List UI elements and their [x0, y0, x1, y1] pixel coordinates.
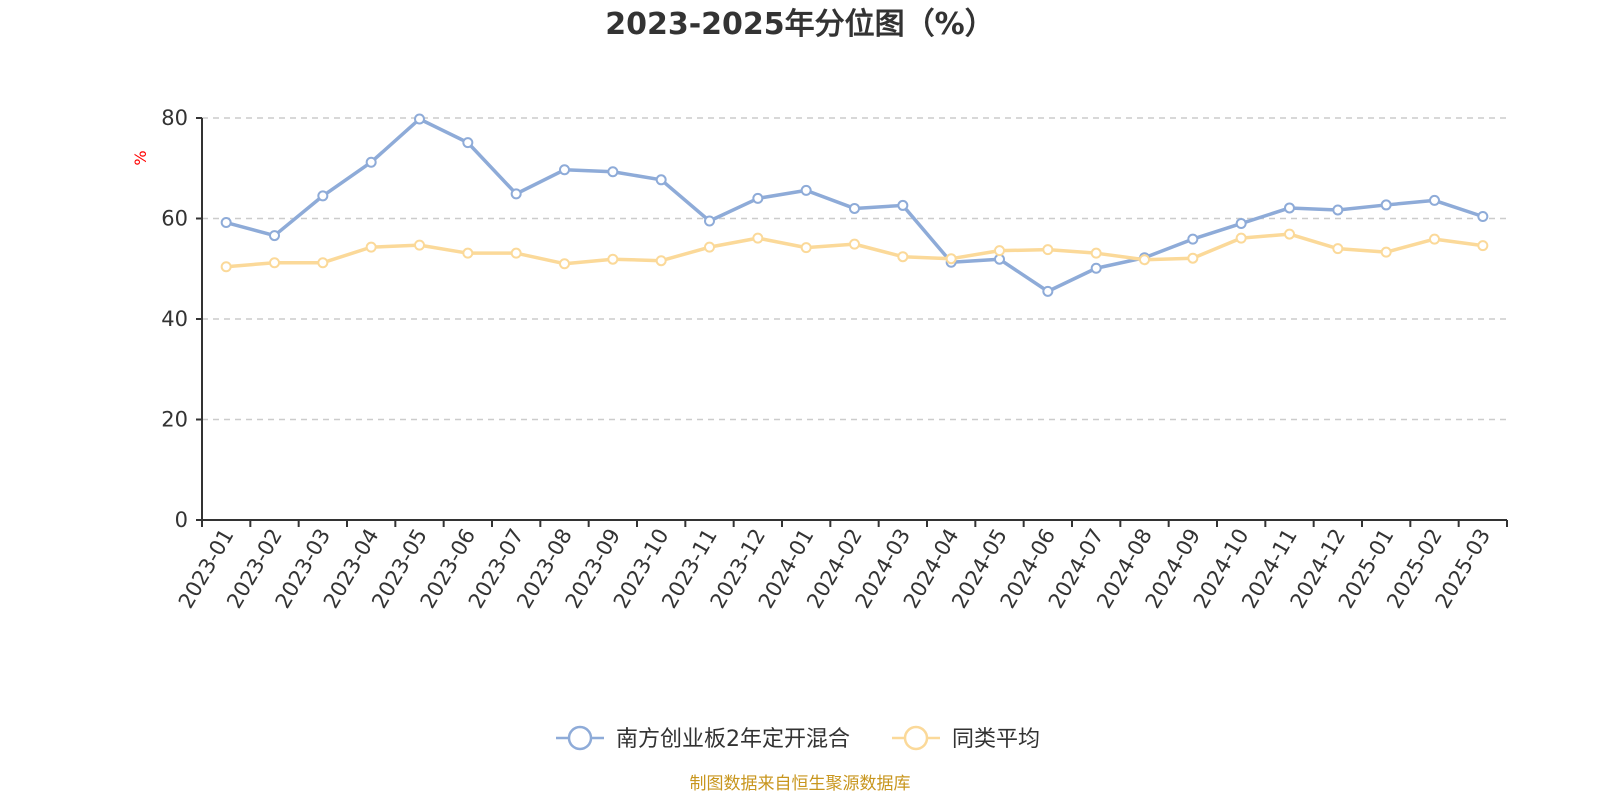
data-point[interactable] [1187, 233, 1199, 245]
data-point[interactable] [1380, 246, 1392, 258]
data-point[interactable] [897, 251, 909, 263]
y-axis-label: % [131, 150, 150, 165]
y-tick-label: 60 [161, 207, 188, 231]
y-tick-label: 0 [175, 508, 188, 532]
data-point[interactable] [607, 166, 619, 178]
data-point[interactable] [317, 190, 329, 202]
data-point[interactable] [559, 258, 570, 270]
data-point[interactable] [1042, 244, 1054, 256]
data-point[interactable] [752, 232, 764, 244]
data-point[interactable] [1429, 194, 1440, 206]
data-point[interactable] [1187, 252, 1199, 264]
series-1 [220, 228, 1489, 273]
data-point[interactable] [1139, 254, 1150, 266]
data-point[interactable] [269, 230, 280, 242]
y-axis-ticks: 0 20 40 60 80 [161, 106, 202, 532]
data-point[interactable] [510, 188, 522, 200]
data-point[interactable] [1332, 243, 1344, 255]
y-tick-label: 20 [161, 408, 188, 432]
data-point[interactable] [945, 253, 957, 265]
data-point[interactable] [317, 257, 329, 269]
data-point[interactable] [462, 137, 474, 149]
legend-marker-icon [567, 725, 593, 751]
data-point[interactable] [994, 245, 1005, 257]
legend[interactable]: 南方创业板2年定开混合 同类平均 [556, 725, 1040, 752]
data-point[interactable] [414, 113, 425, 125]
data-point[interactable] [704, 241, 715, 253]
chart-title: 2023-2025年分位图（%） [605, 7, 995, 42]
data-point[interactable] [752, 192, 764, 204]
data-point[interactable] [1090, 262, 1102, 274]
data-point[interactable] [220, 217, 232, 229]
data-point[interactable] [414, 239, 425, 251]
data-point[interactable] [800, 184, 812, 196]
data-point[interactable] [1477, 240, 1489, 252]
data-point[interactable] [510, 247, 522, 259]
legend-marker-icon [903, 725, 929, 751]
data-point[interactable] [269, 257, 280, 269]
data-point[interactable] [1284, 228, 1295, 240]
data-point[interactable] [1429, 233, 1440, 245]
data-point[interactable] [1284, 202, 1295, 214]
data-point[interactable] [1235, 232, 1247, 244]
y-tick-label: 80 [161, 106, 188, 130]
legend-item-1[interactable]: 同类平均 [892, 725, 1040, 752]
legend-label: 同类平均 [952, 727, 1040, 752]
data-point[interactable] [1042, 285, 1054, 297]
data-point[interactable] [1477, 210, 1489, 222]
data-point[interactable] [607, 253, 619, 265]
data-point[interactable] [655, 174, 667, 186]
data-point[interactable] [704, 215, 715, 227]
y-tick-label: 40 [161, 307, 188, 331]
series-group [220, 113, 1489, 297]
legend-label: 南方创业板2年定开混合 [616, 727, 850, 752]
data-point[interactable] [849, 238, 860, 250]
data-point[interactable] [897, 199, 909, 211]
grid-lines [202, 117, 1507, 421]
source-note: 制图数据来自恒生聚源数据库 [690, 774, 911, 794]
series-0 [220, 113, 1489, 297]
data-point[interactable] [220, 261, 232, 273]
data-point[interactable] [1090, 247, 1102, 259]
legend-item-0[interactable]: 南方创业板2年定开混合 [556, 725, 850, 752]
data-point[interactable] [800, 242, 812, 254]
x-axis-ticks: 2023-012023-022023-032023-042023-052023-… [174, 520, 1508, 612]
data-point[interactable] [365, 241, 377, 253]
data-point[interactable] [365, 156, 377, 168]
data-point[interactable] [1235, 218, 1247, 230]
data-point[interactable] [849, 202, 860, 214]
data-point[interactable] [559, 164, 570, 176]
data-point[interactable] [1332, 204, 1344, 216]
data-point[interactable] [1380, 199, 1392, 211]
data-point[interactable] [655, 255, 667, 267]
data-point[interactable] [462, 247, 474, 259]
